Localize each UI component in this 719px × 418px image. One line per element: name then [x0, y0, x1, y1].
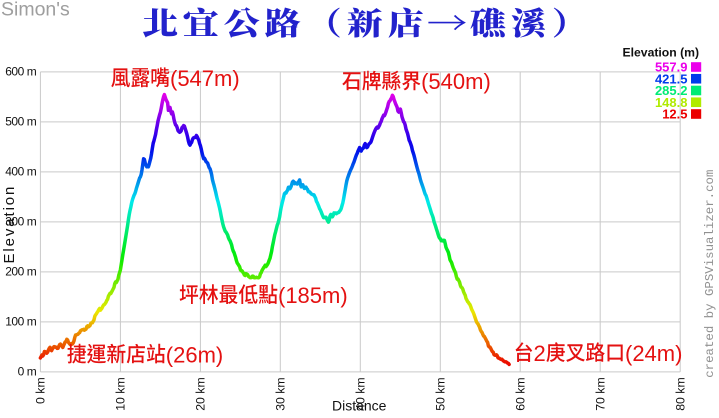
svg-text:10 km: 10 km [114, 377, 128, 411]
svg-text:2: 2 [534, 341, 546, 366]
svg-text:400 m: 400 m [5, 165, 37, 179]
svg-text:40 km: 40 km [353, 377, 367, 411]
svg-text:Distance: Distance [332, 398, 387, 414]
svg-text:Elevation: Elevation [1, 185, 18, 264]
svg-text:285.2: 285.2 [655, 83, 688, 98]
svg-text:148.8: 148.8 [655, 95, 688, 110]
svg-text:100 m: 100 m [5, 315, 37, 329]
svg-text:70 km: 70 km [593, 377, 607, 411]
svg-text:created by GPSVisualizer.com: created by GPSVisualizer.com [703, 170, 717, 378]
svg-text:(540m): (540m) [421, 69, 491, 94]
svg-text:Elevation (m): Elevation (m) [623, 46, 700, 60]
svg-text:421.5: 421.5 [655, 71, 688, 86]
svg-text:60 km: 60 km [513, 377, 527, 411]
svg-text:50 km: 50 km [433, 377, 447, 411]
svg-text:200 m: 200 m [5, 265, 37, 279]
svg-text:557.9: 557.9 [655, 60, 688, 75]
svg-text:(24m): (24m) [625, 341, 682, 366]
svg-text:(26m): (26m) [166, 342, 223, 367]
svg-text:0 km: 0 km [34, 377, 48, 404]
svg-text:(185m): (185m) [278, 283, 348, 308]
svg-text:600 m: 600 m [5, 65, 37, 79]
svg-text:500 m: 500 m [5, 115, 37, 129]
svg-text:30 km: 30 km [273, 377, 287, 411]
svg-text:80 km: 80 km [673, 377, 687, 411]
svg-text:12.5: 12.5 [662, 107, 687, 122]
svg-text:20 km: 20 km [194, 377, 208, 411]
svg-text:0 m: 0 m [18, 365, 37, 379]
svg-text:Simon's: Simon's [1, 0, 70, 21]
svg-text:300 m: 300 m [5, 215, 37, 229]
svg-text:(547m): (547m) [170, 66, 240, 91]
